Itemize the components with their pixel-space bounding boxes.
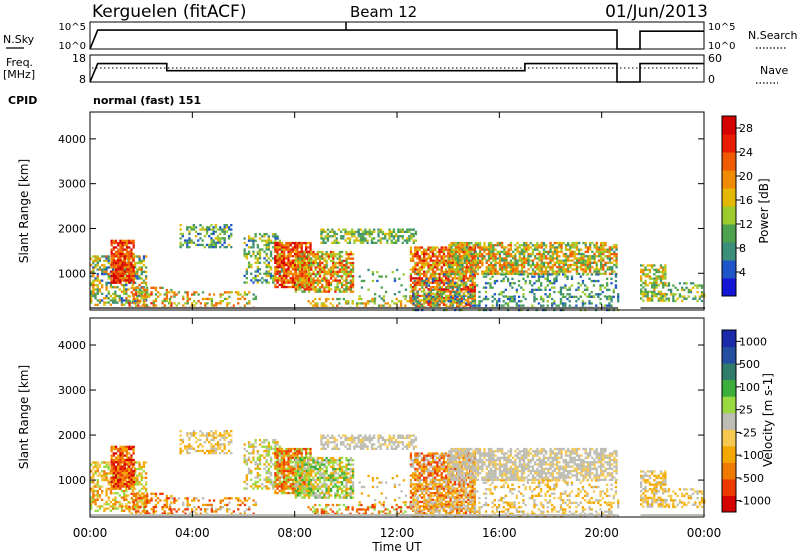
station-title: Kerguelen (fitACF)	[92, 2, 246, 22]
power-colorbar: 28 24 20 16 12 8 4	[721, 115, 753, 297]
velocity-colorbar: 1000 500 100 25 -25 -100 -500 -1000	[721, 329, 771, 513]
nsky-label: N.Sky	[3, 33, 35, 46]
velocity-y-tick: 2000	[58, 429, 86, 442]
velocity-colorbar-tick: -500	[739, 472, 764, 485]
velocity-y-tick: 1000	[58, 474, 86, 487]
nsearch-label: N.Search	[748, 29, 798, 42]
velocity-colorbar-swatch	[722, 445, 736, 463]
velocity-panel: 1000 2000 3000 4000 Slant Range [km] 1000 50…	[17, 317, 775, 518]
power-panel: 1000 2000 3000 4000 Slant Range [km] 28 24 20…	[17, 111, 771, 312]
velocity-colorbar-swatch	[722, 346, 736, 364]
cpid-label: CPID	[8, 94, 37, 107]
power-colorbar-swatch	[722, 260, 736, 279]
velocity-colorbar-tick: 500	[739, 358, 760, 371]
nsearch-tick-bottom: 10^0	[708, 41, 735, 52]
velocity-data	[90, 430, 706, 518]
x-tick-label: 08:00	[277, 526, 312, 540]
nsky-panel: N.Sky 10^5 10^0 10^5 10^0 N.Search	[3, 21, 798, 52]
power-colorbar-swatch	[722, 188, 736, 207]
power-y-tick: 3000	[58, 178, 86, 191]
power-colorbar-tick: 16	[739, 194, 753, 207]
x-axis: 00:00 04:00 08:00 12:00 16:00 20:00 00:00	[73, 112, 722, 540]
x-tick-label: 16:00	[482, 526, 517, 540]
velocity-colorbar-swatch	[722, 478, 736, 496]
freq-label-line2: [MHz]	[3, 68, 35, 81]
power-colorbar-swatch	[722, 278, 736, 297]
x-tick-label: 04:00	[175, 526, 210, 540]
power-data	[90, 224, 706, 312]
power-y-axis-label: Slant Range [km]	[17, 159, 31, 263]
power-colorbar-tick: 20	[739, 170, 753, 183]
velocity-colorbar-tick: -100	[739, 449, 764, 462]
x-tick-label: 12:00	[380, 526, 415, 540]
velocity-colorbar-label: Velocity [m s-1]	[761, 373, 775, 467]
velocity-colorbar-swatch	[722, 363, 736, 381]
nsearch-tick-top: 10^5	[708, 22, 735, 33]
power-colorbar-tick: 24	[739, 146, 753, 159]
power-colorbar-label: Power [dB]	[757, 178, 771, 243]
velocity-colorbar-swatch	[722, 412, 736, 430]
velocity-y-axis-label: Slant Range [km]	[17, 365, 31, 469]
beam-title: Beam 12	[350, 3, 417, 21]
power-colorbar-tick: 4	[739, 266, 746, 279]
cpid-value: normal (fast) 151	[93, 94, 201, 107]
power-colorbar-swatch	[722, 134, 736, 153]
power-colorbar-swatch	[722, 206, 736, 225]
x-axis-label: Time UT	[371, 540, 422, 554]
freq-tick-bottom: 8	[79, 73, 86, 86]
nsky-tick-bottom: 10^0	[59, 41, 86, 52]
velocity-y-tick: 4000	[58, 339, 86, 352]
x-tick-label: 00:00	[73, 526, 108, 540]
freq-tick-top: 18	[72, 52, 86, 65]
velocity-colorbar-tick: 25	[739, 404, 753, 417]
velocity-colorbar-tick: -1000	[739, 495, 771, 508]
power-colorbar-tick: 8	[739, 242, 746, 255]
velocity-colorbar-swatch	[722, 429, 736, 447]
power-colorbar-tick: 28	[739, 122, 753, 135]
power-colorbar-swatch	[722, 170, 736, 189]
velocity-y-tick: 3000	[58, 384, 86, 397]
velocity-colorbar-swatch	[722, 462, 736, 480]
power-y-tick: 2000	[58, 222, 86, 235]
velocity-colorbar-tick: 1000	[739, 335, 767, 348]
power-colorbar-swatch	[722, 152, 736, 171]
freq-panel: Freq. [MHz] 18 8 60 0 Nave	[3, 52, 788, 86]
power-colorbar-swatch	[722, 224, 736, 243]
power-colorbar-swatch	[722, 242, 736, 261]
x-tick-label: 20:00	[584, 526, 619, 540]
x-tick-label: 00:00	[687, 526, 722, 540]
velocity-colorbar-tick: -25	[739, 426, 757, 439]
power-y-tick: 4000	[58, 133, 86, 146]
date-title: 01/Jun/2013	[605, 2, 708, 22]
nave-tick-top: 60	[708, 52, 722, 65]
nave-label: Nave	[760, 64, 788, 77]
velocity-colorbar-tick: 100	[739, 381, 760, 394]
nave-tick-bottom: 0	[708, 73, 715, 86]
power-colorbar-tick: 12	[739, 218, 753, 231]
velocity-colorbar-swatch	[722, 495, 736, 513]
velocity-colorbar-swatch	[722, 379, 736, 397]
power-y-tick: 1000	[58, 267, 86, 280]
velocity-colorbar-swatch	[722, 396, 736, 414]
nsky-tick-top: 10^5	[59, 22, 86, 33]
power-colorbar-swatch	[722, 116, 736, 135]
velocity-colorbar-swatch	[722, 330, 736, 348]
freq-label-line1: Freq.	[6, 56, 33, 69]
